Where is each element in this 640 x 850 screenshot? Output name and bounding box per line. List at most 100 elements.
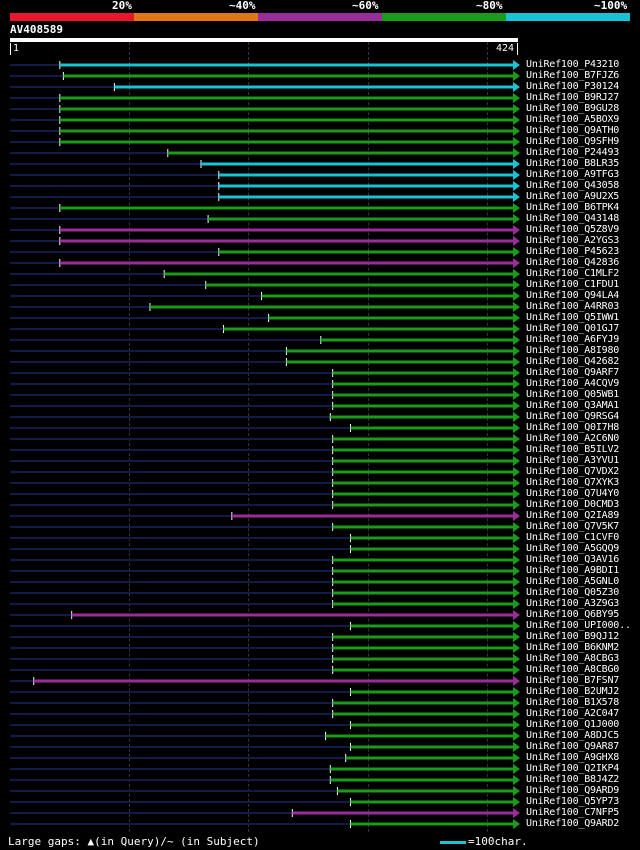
hit-label[interactable]: UniRef100_Q3AV16 — [526, 554, 620, 565]
large-gaps-legend: Large gaps: ▲(in Query)/~ (in Subject) — [8, 835, 260, 848]
hit-label[interactable]: UniRef100_A5BOX9 — [526, 114, 620, 125]
hit-label[interactable]: UniRef100_B7FJZ6 — [526, 70, 620, 81]
hit-label[interactable]: UniRef100_P30124 — [526, 81, 620, 92]
hit-label[interactable]: UniRef100_P45623 — [526, 246, 620, 257]
hit-arrow-icon — [513, 126, 520, 136]
hit-label[interactable]: UniRef100_C1MLF2 — [526, 268, 620, 279]
hit-label[interactable]: UniRef100_Q9ARD9 — [526, 785, 620, 796]
hit-label[interactable]: UniRef100_A4CQV9 — [526, 378, 620, 389]
hit-arrow-icon — [513, 500, 520, 510]
hit-label[interactable]: UniRef100_C7NFP5 — [526, 807, 620, 818]
hit-label[interactable]: UniRef100_P24493 — [526, 147, 620, 158]
hit-arrow-icon — [513, 346, 520, 356]
hit-label[interactable]: UniRef100_B8LR35 — [526, 158, 620, 169]
ruler-start-tick — [10, 43, 11, 55]
hit-label[interactable]: UniRef100_Q5IWW1 — [526, 312, 620, 323]
hit-label[interactable]: UniRef100_A3YVU1 — [526, 455, 620, 466]
hit-label[interactable]: UniRef100_Q7VDX2 — [526, 466, 620, 477]
hit-label[interactable]: UniRef100_Q9AR87 — [526, 741, 620, 752]
hit-label[interactable]: UniRef100_A8CBG0 — [526, 664, 620, 675]
hit-label[interactable]: UniRef100_A9U2X5 — [526, 191, 620, 202]
hit-label[interactable]: UniRef100_Q01GJ7 — [526, 323, 620, 334]
hit-label[interactable]: UniRef100_C1CVF0 — [526, 532, 620, 543]
hit-label[interactable]: UniRef100_A4RR03 — [526, 301, 620, 312]
hit-label[interactable]: UniRef100_Q42836 — [526, 257, 620, 268]
hit-arrow-icon — [513, 720, 520, 730]
hit-arrow-icon — [513, 258, 520, 268]
hit-label[interactable]: UniRef100_B8J4Z2 — [526, 774, 620, 785]
hit-label[interactable]: UniRef100_Q42682 — [526, 356, 620, 367]
hit-arrow-icon — [513, 401, 520, 411]
hit-label[interactable]: UniRef100_Q7U4Y0 — [526, 488, 620, 499]
hit-label[interactable]: UniRef100_Q1J000 — [526, 719, 620, 730]
hit-label[interactable]: UniRef100_Q7XYK3 — [526, 477, 620, 488]
hit-label[interactable]: UniRef100_A8CBG3 — [526, 653, 620, 664]
hit-label[interactable]: UniRef100_A9TFG3 — [526, 169, 620, 180]
hit-arrow-icon — [513, 478, 520, 488]
hit-label[interactable]: UniRef100_B6TPK4 — [526, 202, 620, 213]
hit-arrow-icon — [513, 159, 520, 169]
hit-arrow-icon — [513, 181, 520, 191]
legend-bar-orange — [134, 13, 258, 21]
hit-arrow-icon — [513, 467, 520, 477]
hit-label[interactable]: UniRef100_Q9ARD2 — [526, 818, 620, 829]
hit-label[interactable]: UniRef100_Q9ARF7 — [526, 367, 620, 378]
hit-label[interactable]: UniRef100_B1X578 — [526, 697, 620, 708]
hit-label[interactable]: UniRef100_Q5Z8V9 — [526, 224, 620, 235]
hit-arrow-icon — [513, 621, 520, 631]
hit-arrow-icon — [513, 808, 520, 818]
hit-arrow-icon — [513, 610, 520, 620]
legend-label-100: ~100% — [594, 0, 628, 12]
hit-label[interactable]: UniRef100_Q3AMA1 — [526, 400, 620, 411]
hit-label[interactable]: UniRef100_B9QJ12 — [526, 631, 620, 642]
hit-label[interactable]: UniRef100_Q2IA89 — [526, 510, 620, 521]
hit-arrow-icon — [513, 687, 520, 697]
hit-arrow-icon — [513, 489, 520, 499]
hit-label[interactable]: UniRef100_B7FSN7 — [526, 675, 620, 686]
hit-label[interactable]: UniRef100_A3Z9G3 — [526, 598, 620, 609]
legend-bar-red — [10, 13, 134, 21]
hit-label[interactable]: UniRef100_B2UMJ2 — [526, 686, 620, 697]
hit-label[interactable]: UniRef100_A8DJC5 — [526, 730, 620, 741]
hit-label[interactable]: UniRef100_A9GHX8 — [526, 752, 620, 763]
hit-arrow-icon — [513, 764, 520, 774]
hit-arrow-icon — [513, 313, 520, 323]
hit-label[interactable]: UniRef100_P43210 — [526, 59, 620, 70]
hit-label[interactable]: UniRef100_Q94LA4 — [526, 290, 620, 301]
hit-label[interactable]: UniRef100_A5GNL0 — [526, 576, 620, 587]
hit-arrow-icon — [513, 742, 520, 752]
hit-label[interactable]: UniRef100_Q7V5K7 — [526, 521, 620, 532]
hit-label[interactable]: UniRef100_UPI000.. — [526, 620, 631, 631]
legend-label-60: ~60% — [352, 0, 379, 12]
hit-arrow-icon — [513, 214, 520, 224]
hit-arrow-icon — [513, 192, 520, 202]
hit-label[interactable]: UniRef100_Q0I7H8 — [526, 422, 620, 433]
hit-label[interactable]: UniRef100_A9BDI1 — [526, 565, 620, 576]
hit-label[interactable]: UniRef100_Q9ATH0 — [526, 125, 620, 136]
hit-label[interactable]: UniRef100_Q2IKP4 — [526, 763, 620, 774]
hit-arrow-icon — [513, 93, 520, 103]
hit-label[interactable]: UniRef100_A8I980 — [526, 345, 620, 356]
hit-label[interactable]: UniRef100_D0CMD3 — [526, 499, 620, 510]
hit-label[interactable]: UniRef100_B5ILV2 — [526, 444, 620, 455]
hit-label[interactable]: UniRef100_Q05Z30 — [526, 587, 620, 598]
hit-label[interactable]: UniRef100_B6KNM2 — [526, 642, 620, 653]
hit-arrow-icon — [513, 302, 520, 312]
hit-label[interactable]: UniRef100_A2C6N0 — [526, 433, 620, 444]
hit-label[interactable]: UniRef100_Q43058 — [526, 180, 620, 191]
hit-label[interactable]: UniRef100_A5GQQ9 — [526, 543, 620, 554]
hit-label[interactable]: UniRef100_Q6BY95 — [526, 609, 620, 620]
hit-label[interactable]: UniRef100_B9RJ27 — [526, 92, 620, 103]
hit-label[interactable]: UniRef100_A2YGS3 — [526, 235, 620, 246]
hit-label[interactable]: UniRef100_A6FYJ9 — [526, 334, 620, 345]
legend-bar-purple — [258, 13, 382, 21]
hit-label[interactable]: UniRef100_Q9RSG4 — [526, 411, 620, 422]
hit-label[interactable]: UniRef100_A2C047 — [526, 708, 620, 719]
hit-label[interactable]: UniRef100_Q05WB1 — [526, 389, 620, 400]
hit-label[interactable]: UniRef100_Q43148 — [526, 213, 620, 224]
hit-arrow-icon — [513, 247, 520, 257]
hit-label[interactable]: UniRef100_C1FDU1 — [526, 279, 620, 290]
hit-label[interactable]: UniRef100_B9GU28 — [526, 103, 620, 114]
hit-label[interactable]: UniRef100_Q9SFH9 — [526, 136, 620, 147]
hit-label[interactable]: UniRef100_Q5YP73 — [526, 796, 620, 807]
